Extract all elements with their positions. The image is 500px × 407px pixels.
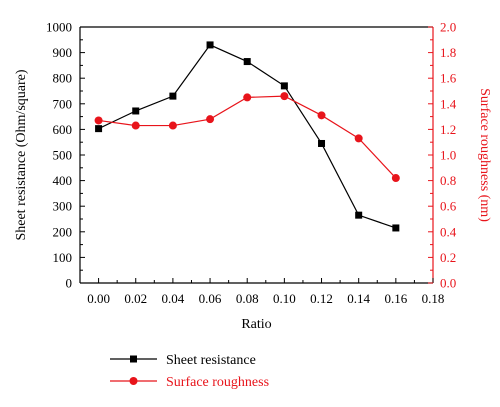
x-tick-label: 0.00 — [87, 291, 110, 306]
sheet-resistance-point — [392, 224, 400, 232]
x-tick-label: 0.14 — [347, 291, 370, 306]
legend: Sheet resistance Surface roughness — [110, 353, 269, 390]
y-right-tick-label: 1.0 — [440, 148, 456, 163]
surface-roughness-point — [206, 115, 215, 124]
surface-roughness-point — [391, 174, 400, 183]
y-axis-right: 0.0 0.2 0.4 0.6 0.8 1.0 1.2 1.4 1.6 1.8 2.0 — [428, 20, 457, 291]
y-left-tick-label: 900 — [53, 45, 73, 60]
surface-roughness-series — [94, 92, 400, 183]
surface-roughness-point — [317, 111, 326, 120]
y-right-tick-label: 1.2 — [440, 122, 456, 137]
x-tick-label: 0.06 — [199, 291, 222, 306]
x-tick-label: 0.02 — [124, 291, 147, 306]
sheet-resistance-point — [206, 41, 214, 49]
y-left-tick-label: 800 — [53, 71, 73, 86]
y-right-tick-label: 0.6 — [440, 199, 457, 214]
x-axis: 0.00 0.02 0.04 0.06 0.08 0.10 0.12 0.14 0.16 0.18 — [79, 278, 445, 306]
y-right-tick-label: 1.6 — [440, 71, 457, 86]
x-tick-label: 0.08 — [236, 291, 259, 306]
y-axis-left-title: Sheet resistance (Ohm/square) — [14, 69, 29, 240]
y-right-tick-label: 1.8 — [440, 45, 456, 60]
legend-item: Surface roughness — [110, 375, 269, 390]
y-left-tick-label: 1000 — [46, 20, 72, 35]
y-left-tick-label: 600 — [53, 122, 73, 137]
sheet-resistance-point — [318, 139, 326, 147]
surface-roughness-point — [280, 92, 289, 101]
x-tick-label: 0.04 — [162, 291, 185, 306]
sheet-resistance-point — [355, 211, 363, 219]
x-tick-label: 0.18 — [422, 291, 445, 306]
y-right-tick-label: 1.4 — [440, 96, 457, 111]
x-axis-title: Ratio — [241, 317, 271, 332]
y-right-tick-label: 0.8 — [440, 173, 456, 188]
y-right-tick-label: 0.0 — [440, 276, 456, 291]
y-right-tick-label: 0.4 — [440, 224, 457, 239]
y-left-tick-label: 300 — [53, 199, 73, 214]
surface-roughness-point — [94, 116, 103, 125]
legend-marker-circle — [129, 377, 138, 385]
surface-roughness-point — [168, 121, 177, 130]
legend-label: Sheet resistance — [166, 353, 256, 368]
y-left-tick-label: 200 — [53, 224, 73, 239]
y-right-tick-label: 0.2 — [440, 250, 456, 265]
y-axis-right-title: Surface roughness (nm) — [477, 88, 492, 222]
y-left-tick-label: 400 — [53, 173, 73, 188]
legend-item: Sheet resistance — [110, 353, 256, 368]
x-tick-label: 0.10 — [273, 291, 296, 306]
surface-roughness-point — [243, 93, 252, 102]
sheet-resistance-point — [95, 125, 103, 133]
sheet-resistance-line — [98, 44, 397, 229]
x-tick-label: 0.12 — [310, 291, 333, 306]
legend-label: Surface roughness — [166, 375, 269, 390]
y-right-tick-label: 2.0 — [440, 20, 456, 35]
surface-roughness-point — [354, 134, 363, 143]
x-tick-label: 0.16 — [384, 291, 407, 306]
sheet-resistance-series — [95, 41, 400, 232]
plot-area — [79, 26, 434, 284]
y-left-tick-label: 0 — [66, 276, 73, 291]
sheet-resistance-point — [169, 92, 177, 100]
y-left-tick-label: 500 — [53, 148, 73, 163]
sheet-resistance-point — [243, 58, 251, 66]
surface-roughness-point — [131, 121, 140, 130]
y-left-tick-label: 100 — [53, 250, 73, 265]
legend-marker-square — [130, 355, 137, 363]
series-layer — [94, 41, 400, 232]
y-left-tick-label: 700 — [53, 96, 73, 111]
sheet-resistance-point — [132, 107, 140, 115]
y-axis-left: 0 100 200 300 400 500 600 700 800 900 1000 — [46, 20, 85, 291]
sheet-resistance-point — [280, 82, 288, 90]
